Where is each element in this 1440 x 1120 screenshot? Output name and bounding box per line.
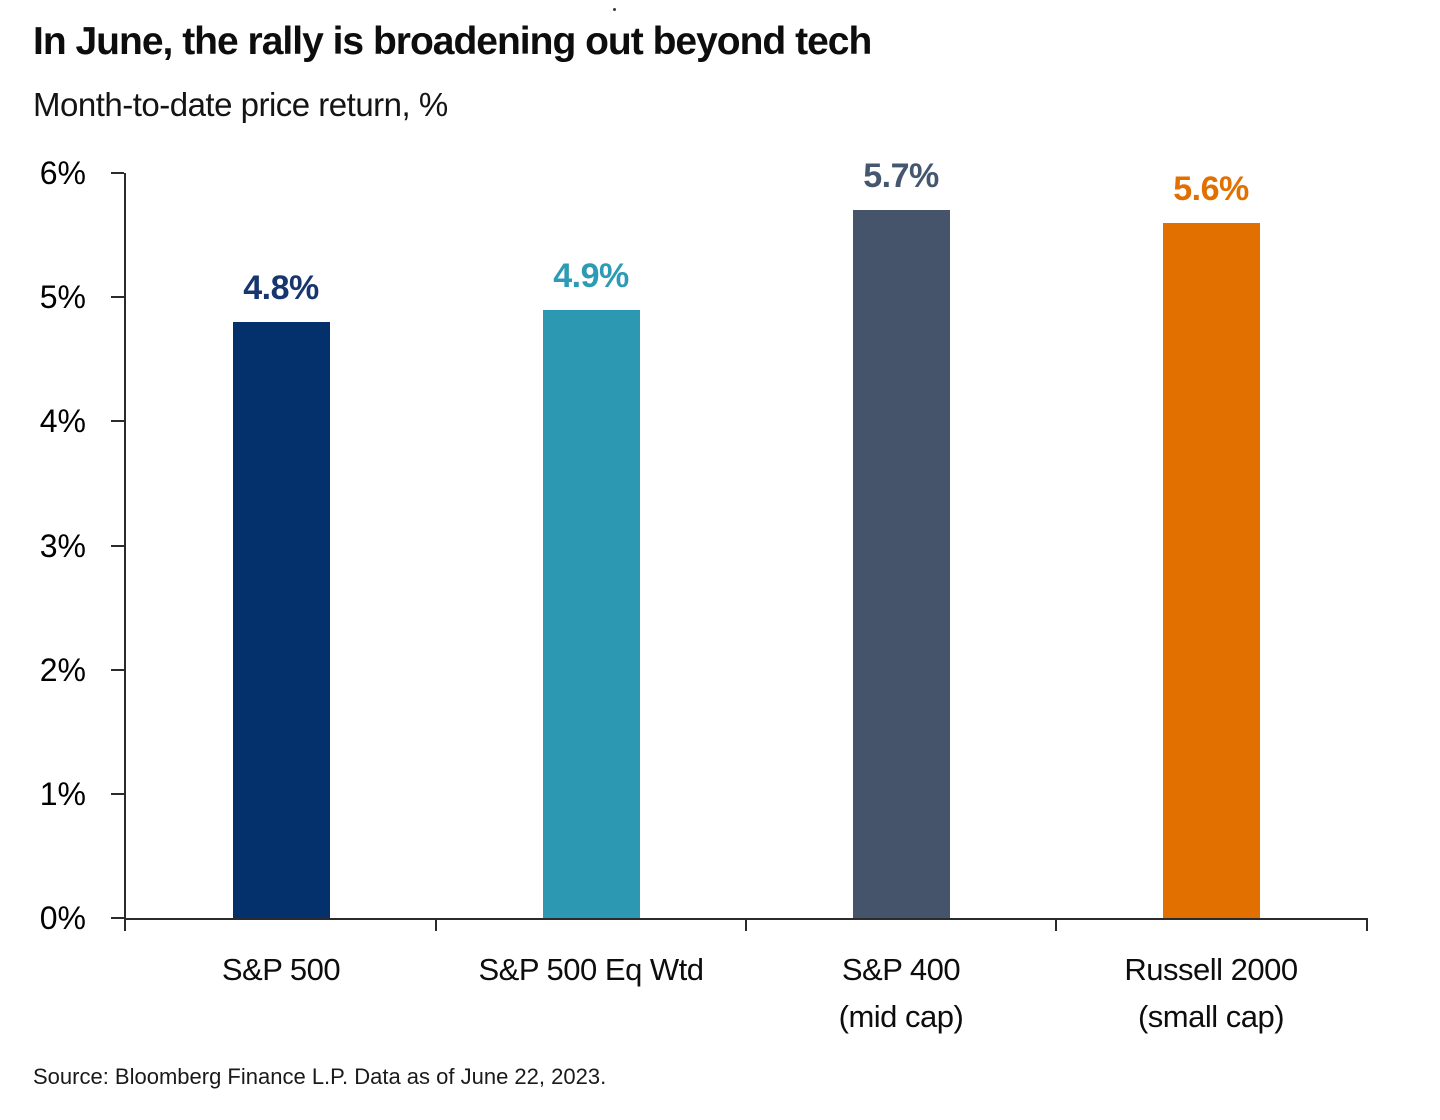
x-axis-boundary-tick [124, 918, 126, 931]
y-tick [111, 296, 124, 299]
bar-russell-2000-small-cap [1162, 222, 1260, 918]
x-axis-boundary-tick [745, 918, 747, 931]
chart-subtitle: Month-to-date price return, % [33, 86, 448, 123]
y-tick-label: 0% [39, 900, 86, 936]
y-tick-label: 2% [39, 651, 86, 688]
x-axis-boundary-tick [1366, 918, 1368, 931]
stray-dot [613, 8, 616, 11]
y-tick [111, 172, 124, 174]
y-tick-label: 4% [39, 403, 86, 440]
x-axis-label-line: Russell 2000 [1124, 952, 1298, 987]
x-axis-label-s-p-500: S&P 500 [121, 946, 441, 993]
y-tick-label: 1% [39, 775, 86, 812]
y-tick [111, 917, 124, 919]
y-tick [111, 668, 124, 671]
x-axis-label-russell-2000-small-cap: Russell 2000 (small cap) [1051, 946, 1371, 1040]
y-tick-label: 5% [39, 279, 86, 316]
value-label-s-p-500-eq-wtd: 4.9% [553, 256, 629, 295]
bar-s-p-400-mid-cap [852, 210, 950, 918]
x-axis-label-line: (mid cap) [838, 999, 964, 1034]
value-label-russell-2000-small-cap: 5.6% [1173, 169, 1249, 208]
x-axis-label-s-p-400-mid-cap: S&P 400 (mid cap) [741, 946, 1061, 1040]
value-label-s-p-500: 4.8% [243, 269, 319, 307]
x-axis-label-line: S&P 400 [841, 952, 961, 987]
source-note: Source: Bloomberg Finance L.P. Data as o… [33, 1064, 607, 1089]
y-tick [111, 544, 124, 547]
plot-area: 0% 1% 2% 3% 4% 5% 6% 4.8% S&P 500 4.9% S&P 500 Eq … [40, 155, 1368, 1034]
y-tick-label: 3% [39, 527, 86, 564]
y-axis-line [124, 173, 126, 918]
x-axis-label-line: S&P 500 [221, 952, 341, 987]
chart-title: In June, the rally is broadening out bey… [33, 20, 872, 63]
value-label-s-p-400-mid-cap: 5.7% [863, 157, 939, 196]
x-axis-boundary-tick [435, 918, 437, 931]
bar-s-p-500-eq-wtd [542, 309, 640, 918]
x-axis-boundary-tick [1055, 918, 1057, 931]
x-axis-label-s-p-500-eq-wtd: S&P 500 Eq Wtd [431, 946, 751, 993]
x-axis-label-line: (small cap) [1137, 999, 1285, 1034]
bar-s-p-500 [232, 322, 330, 918]
y-tick [111, 792, 124, 795]
y-tick-label: 6% [39, 155, 86, 191]
x-axis-label-line: S&P 500 Eq Wtd [478, 952, 704, 987]
y-tick [111, 420, 124, 423]
